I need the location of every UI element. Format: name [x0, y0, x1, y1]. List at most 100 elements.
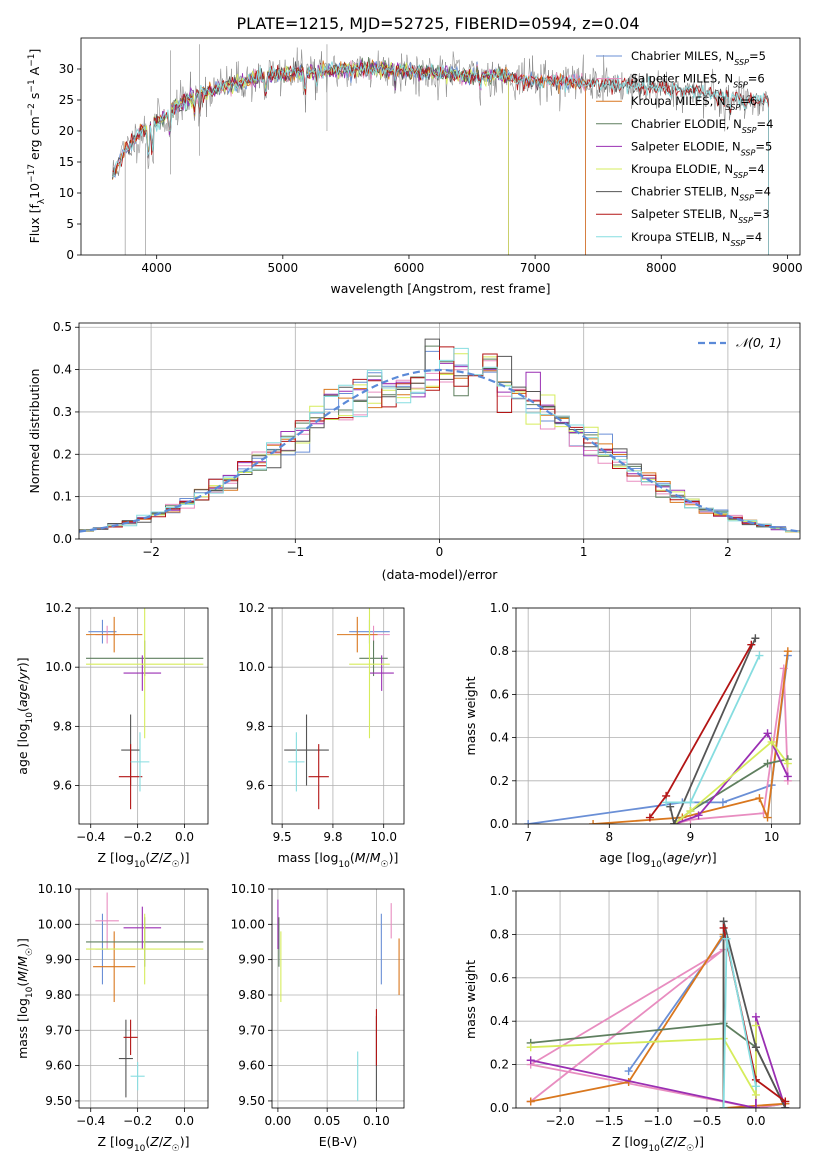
x-tick-label: −0.5: [692, 1114, 721, 1128]
weight-marker: [662, 798, 671, 807]
weight-marker: [751, 1012, 760, 1021]
weight-line: [722, 937, 757, 1108]
errorbar-point-salpeter-elodie: [123, 906, 162, 950]
weight-marker: [751, 634, 760, 643]
y-tick-label: 0.0: [53, 532, 72, 546]
plot-area: [277, 899, 400, 1101]
y-tick-label: 0.4: [490, 731, 509, 745]
weight-marker: [751, 1104, 760, 1108]
weight-marker: [763, 759, 772, 768]
weight-series-chabrier-stelib: [666, 634, 760, 824]
errorbar-point-salpeter-stelib: [118, 744, 143, 810]
plot-area: [86, 608, 204, 810]
weight-marker: [751, 1082, 760, 1091]
legend-entry-kroupa-stelib: Kroupa STELIB, NSSP=4: [596, 230, 762, 247]
panel-mass_vs_ebv: 0.00 0.05 0.10 9.50 9.60 9.70 9.80 9.90 10.00 10.…: [231, 882, 405, 1149]
legend-label: Chabrier MILES, NSSP=5: [631, 49, 766, 67]
x-tick-label: 7000: [520, 261, 551, 275]
errorbar-point-kroupa-miles: [86, 616, 143, 653]
weight-line: [722, 920, 787, 1108]
y-tick-label: 0.2: [53, 447, 72, 461]
y-tick-label: 20: [59, 124, 74, 138]
x-tick-label: −1.5: [594, 1114, 623, 1128]
y-tick-label: 30: [59, 62, 74, 76]
weight-series-kroupa-stelib: [662, 651, 764, 807]
errorbar-point-salpeter-stelib: [123, 1019, 138, 1056]
y-axis-label: Flux [fλ10−17 erg cm−2 s−1 A−1]: [27, 49, 47, 244]
y-tick-label: 0.5: [53, 320, 72, 334]
x-tick-label: 10.0: [370, 830, 397, 844]
errorbar-point-kroupa-stelib: [288, 732, 305, 792]
panel-residuals: −2 −1 0 1 2 0.0 0.1 0.2 0.3 0.4 0.5 𝒩(0, 1) (data-mo…: [27, 320, 801, 582]
y-tick-label: 0.1: [53, 490, 72, 504]
x-tick-label: 0.05: [314, 1114, 341, 1128]
legend-label: Salpeter MILES, NSSP=6: [631, 72, 765, 90]
errorbar-point-kroupa-miles: [93, 931, 136, 1003]
axes-frame: [515, 890, 801, 1109]
legend-entry-kroupa-elodie: Kroupa ELODIE, NSSP=4: [596, 162, 765, 180]
y-tick-label: 1.0: [490, 601, 509, 615]
weight-marker: [719, 923, 728, 932]
weight-line: [528, 655, 789, 824]
x-axis-label: Z [log10(Z/Z☉)]: [612, 1134, 704, 1154]
y-tick-label: 10.10: [38, 882, 72, 896]
axes-frame: [78, 322, 801, 540]
x-tick-label: 0.0: [175, 1114, 194, 1128]
y-tick-label: 0.6: [490, 971, 509, 985]
x-tick-label: 0.0: [175, 830, 194, 844]
y-tick-label: 10: [59, 186, 74, 200]
x-tick-label: −2: [142, 545, 160, 559]
errorbar-point-kroupa-stelib: [130, 1062, 145, 1091]
x-tick-label: −0.4: [76, 830, 105, 844]
axes-frame: [80, 37, 801, 256]
y-tick-label: 9.6: [246, 779, 265, 793]
y-tick-label: 0: [66, 248, 74, 262]
x-tick-label: 1: [580, 545, 588, 559]
errorbar-point-kroupa-stelib: [130, 732, 150, 792]
axes-frame: [78, 607, 209, 825]
figure-title: PLATE=1215, MJD=52725, FIBERID=0594, z=0…: [236, 14, 639, 33]
x-tick-label: 8: [605, 830, 613, 844]
x-tick-label: 4000: [141, 261, 172, 275]
weight-marker: [718, 798, 727, 807]
legend-entry-chabrier-elodie: Chabrier ELODIE, NSSP=4: [596, 117, 773, 134]
legend-entry-chabrier-stelib: Chabrier STELIB, NSSP=4: [596, 185, 771, 202]
panel-age_vs_mass: 9.5 9.8 10.0 9.6 9.8 10.0 10.2 mass [log10(M/M☉…: [238, 601, 405, 870]
y-tick-label: 9.50: [238, 1094, 265, 1108]
y-tick-label: 10.00: [231, 917, 265, 931]
x-tick-label: 0: [436, 545, 444, 559]
y-tick-label: 10.10: [231, 882, 265, 896]
weight-series-chabrier-miles: [524, 651, 792, 824]
weight-marker: [526, 1043, 535, 1052]
y-tick-label: 0.2: [490, 774, 509, 788]
x-tick-label: 9.8: [323, 830, 342, 844]
y-tick-label: 0.8: [490, 644, 509, 658]
weight-marker: [783, 759, 792, 768]
weight-marker: [686, 807, 695, 816]
errorbar-point-salpeter-elodie: [369, 655, 394, 691]
weight-line: [673, 741, 789, 824]
panel-mass_vs_Z: −0.4 −0.2 0.0 9.50 9.60 9.70 9.80 9.90 10.00 10.1…: [15, 882, 209, 1154]
weight-marker: [666, 802, 675, 811]
weight-line: [666, 655, 761, 804]
panel-spectrum: 4000 5000 6000 7000 8000 9000 0 5 10 15 20 25 30 Chab…: [27, 37, 803, 296]
x-axis-label: (data-model)/error: [382, 567, 499, 582]
y-tick-label: 9.6: [53, 779, 72, 793]
model-spectrum-kroupa-stelib: [112, 61, 769, 255]
plot-area: [112, 44, 769, 255]
model-spectrum-salpeter-elodie: [143, 59, 509, 255]
model-spectrum-kroupa-miles: [112, 59, 586, 255]
plot-area: [284, 608, 394, 810]
weight-marker: [763, 813, 772, 822]
legend-entry-salpeter-elodie: Salpeter ELODIE, NSSP=5: [596, 139, 772, 157]
errorbar-point-salpeter-elodie: [123, 655, 162, 691]
legend-label: Kroupa MILES, NSSP=6: [631, 94, 757, 112]
y-tick-label: 9.8: [53, 719, 72, 733]
weight-marker: [751, 1043, 760, 1052]
weight-marker: [755, 651, 764, 660]
panel-age_vs_Z: −0.4 −0.2 0.0 9.6 9.8 10.0 10.2 Z [log10(Z/Z☉)]…: [15, 601, 209, 870]
weight-marker: [722, 934, 731, 943]
x-axis-label: Z [log10(Z/Z☉)]: [97, 1134, 189, 1154]
x-tick-label: 0.00: [265, 1114, 292, 1128]
